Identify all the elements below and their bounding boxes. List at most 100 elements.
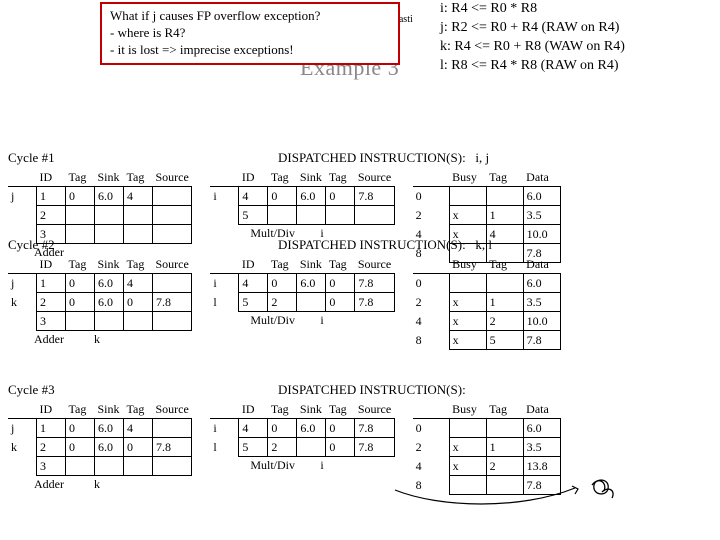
col-header (210, 255, 239, 274)
cell: 6.0 (95, 419, 124, 438)
cell (355, 206, 394, 225)
dispatched-label: DISPATCHED INSTRUCTION(S): (278, 382, 475, 398)
instr-i: i: R4 <= R0 * R8 (440, 0, 625, 19)
cell: 4 (124, 274, 153, 293)
instr-l: l: R8 <= R4 * R8 (RAW on R4) (440, 57, 625, 76)
cell: i (210, 187, 239, 206)
col-header (413, 168, 450, 187)
multdiv-name-row: Mult/Divi (210, 457, 394, 473)
col-header: Tag (486, 168, 523, 187)
col-header: Busy (449, 400, 486, 419)
cell (124, 206, 153, 225)
col-header: Tag (124, 255, 153, 274)
col-header: Sink (297, 255, 326, 274)
cell (124, 457, 153, 476)
col-header: Data (523, 255, 560, 274)
cell: x (449, 438, 486, 457)
instr-j: j: R2 <= R0 + R4 (RAW on R4) (440, 19, 625, 38)
cell (297, 293, 326, 312)
col-header: Sink (95, 400, 124, 419)
cell: 6.0 (297, 419, 326, 438)
cell: 6.0 (95, 274, 124, 293)
register-table: BusyTagData06.02x13.54x210.08x57.8 (413, 255, 561, 350)
cell (153, 419, 192, 438)
col-header: Source (355, 400, 394, 419)
cell: 0 (413, 274, 450, 293)
adder-table: IDTagSinkTagSourcej106.0423 (8, 168, 192, 244)
col-header: Sink (95, 168, 124, 187)
cell: 0 (413, 419, 450, 438)
col-header: Source (153, 168, 192, 187)
cell (449, 476, 486, 495)
col-header: Busy (449, 255, 486, 274)
cell: j (8, 419, 37, 438)
cell: 0 (326, 293, 355, 312)
col-header: Sink (297, 400, 326, 419)
col-header: Tag (268, 255, 297, 274)
col-header: Tag (486, 255, 523, 274)
callout-l2: - where is R4? (110, 25, 390, 42)
col-header: Data (523, 168, 560, 187)
cell (66, 312, 95, 331)
cell: 4 (239, 274, 268, 293)
cell: 6.0 (523, 187, 560, 206)
col-header: Tag (66, 255, 95, 274)
cell: 1 (486, 438, 523, 457)
cell: 7.8 (355, 419, 394, 438)
cell: 6.0 (297, 187, 326, 206)
cell: 6.0 (95, 438, 124, 457)
col-header: Tag (66, 168, 95, 187)
cell: 0 (326, 419, 355, 438)
cell: l (210, 293, 239, 312)
cell (486, 476, 523, 495)
cell: 3 (37, 457, 66, 476)
cell: 0 (268, 274, 297, 293)
cell: k (8, 293, 37, 312)
cell: 7.8 (355, 293, 394, 312)
cell: 10.0 (523, 312, 560, 331)
col-header: Tag (268, 400, 297, 419)
cell: 7.8 (355, 187, 394, 206)
register-table: BusyTagData06.02x13.54x213.887.8 (413, 400, 561, 495)
cycle-block: Cycle #2DISPATCHED INSTRUCTION(S): k, lI… (8, 237, 712, 350)
col-header: Tag (124, 168, 153, 187)
cell: 3.5 (523, 206, 560, 225)
cell: 0 (326, 187, 355, 206)
cell: i (210, 274, 239, 293)
cell: l (210, 438, 239, 457)
cell: 0 (413, 187, 450, 206)
cell (297, 206, 326, 225)
cell: x (449, 312, 486, 331)
instr-k: k: R4 <= R0 + R8 (WAW on R4) (440, 38, 625, 57)
cell: 0 (326, 438, 355, 457)
cell: 0 (124, 293, 153, 312)
cell: 1 (37, 274, 66, 293)
cell (449, 274, 486, 293)
adder-table: IDTagSinkTagSourcej106.04k206.007.83 (8, 255, 192, 331)
cell: 6.0 (523, 274, 560, 293)
cell (153, 187, 192, 206)
instruction-list: i: R4 <= R0 * R8 j: R2 <= R0 + R4 (RAW o… (440, 0, 625, 76)
cycle-block: Cycle #3DISPATCHED INSTRUCTION(S): IDTag… (8, 382, 712, 495)
cell (66, 457, 95, 476)
cell: j (8, 274, 37, 293)
cell: j (8, 187, 37, 206)
col-header: Tag (326, 400, 355, 419)
cell: 7.8 (523, 476, 560, 495)
col-header (8, 255, 37, 274)
cell: 6.0 (523, 419, 560, 438)
col-header: Tag (326, 168, 355, 187)
col-header (210, 168, 239, 187)
col-header: Tag (124, 400, 153, 419)
cell: 4 (413, 312, 450, 331)
adder-unit: IDTagSinkTagSourcej106.04k206.007.83Adde… (8, 400, 192, 492)
cell: 5 (486, 331, 523, 350)
col-header: ID (37, 255, 66, 274)
cell: 7.8 (153, 438, 192, 457)
cell (297, 438, 326, 457)
col-header: Tag (486, 400, 523, 419)
cell: 2 (268, 293, 297, 312)
cell: 2 (37, 438, 66, 457)
reg-unit: BusyTagData06.02x13.54x213.887.8 (413, 400, 561, 495)
cell: x (449, 206, 486, 225)
